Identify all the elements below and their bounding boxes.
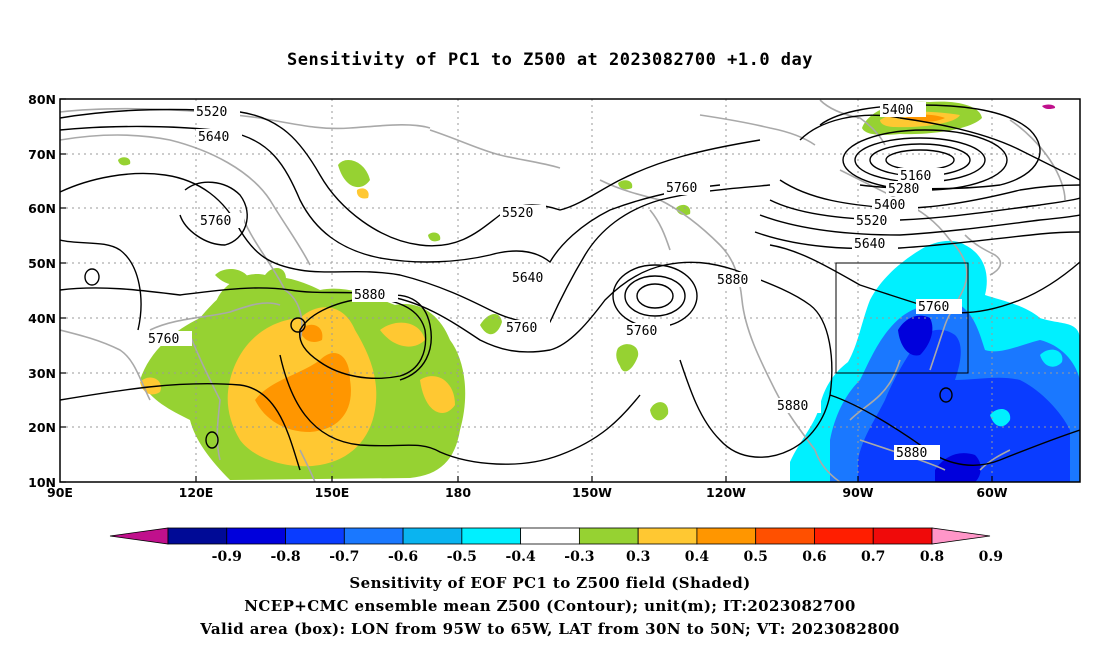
contour-label: 5760 xyxy=(148,332,179,347)
colorbar-swatch xyxy=(637,527,698,545)
y-tick-label: 20N xyxy=(28,420,56,435)
colorbar-swatch xyxy=(461,527,522,545)
colorbar-arrow-left xyxy=(109,527,169,545)
x-tick-label: 150E xyxy=(315,485,350,500)
x-tick-label: 120W xyxy=(706,485,746,500)
colorbar-label: 0.6 xyxy=(802,549,826,565)
colorbar-label: -0.5 xyxy=(447,549,477,565)
contour-label: 5520 xyxy=(502,206,533,221)
colorbar-swatch xyxy=(520,527,580,545)
map-title: Sensitivity of PC1 to Z500 at 2023082700… xyxy=(286,50,813,70)
contour-label: 5520 xyxy=(856,214,887,229)
colorbar-label: -0.9 xyxy=(212,549,242,565)
contour-label: 5400 xyxy=(882,103,913,118)
y-tick-label: 70N xyxy=(28,147,56,162)
contour-label: 5160 xyxy=(900,169,931,184)
x-tick-label: 90E xyxy=(47,485,73,500)
colorbar-label: 0.5 xyxy=(744,549,768,565)
colorbar-label: 0.7 xyxy=(861,549,885,565)
colorbar-swatch xyxy=(167,527,228,545)
contour-label: 5520 xyxy=(196,105,227,120)
colorbar-label: 0.3 xyxy=(626,549,650,565)
contour-label: 5880 xyxy=(717,273,748,288)
colorbar-label: -0.6 xyxy=(388,549,418,565)
contour-label: 5640 xyxy=(854,237,885,252)
y-tick-label: 60N xyxy=(28,201,56,216)
colorbar-swatch xyxy=(814,527,874,545)
x-tick-label: 60W xyxy=(976,485,1007,500)
colorbar-label: -0.4 xyxy=(506,549,536,565)
colorbar-swatch xyxy=(696,527,757,545)
y-tick-label: 80N xyxy=(28,92,56,107)
colorbar-arrow-right xyxy=(931,527,991,545)
y-tick-label: 40N xyxy=(28,311,56,326)
contour-label: 5640 xyxy=(512,271,543,286)
colorbar-label: 0.8 xyxy=(920,549,944,565)
y-axis-labels: 80N 70N 60N 50N 40N 30N 20N 10N xyxy=(28,92,56,490)
valid-area-box xyxy=(835,262,969,374)
x-tick-label: 90W xyxy=(842,485,873,500)
colorbar: -0.9 -0.8 -0.7 -0.6 -0.5 -0.4 -0.3 0.3 0.4 0.5 0.6… xyxy=(109,527,1003,565)
colorbar-swatch xyxy=(343,527,404,545)
contour-label: 5640 xyxy=(198,130,229,145)
y-tick-label: 30N xyxy=(28,366,56,381)
contour-label: 5760 xyxy=(666,181,697,196)
caption-line-3: Valid area (box): LON from 95W to 65W, L… xyxy=(200,620,900,638)
contour-label: 5880 xyxy=(777,399,808,414)
contour-label: 5880 xyxy=(354,288,385,303)
colorbar-swatch xyxy=(872,527,933,545)
colorbar-swatch xyxy=(285,527,345,545)
plot-frame xyxy=(59,98,1081,483)
negative-sensitivity-shading xyxy=(790,240,1080,482)
colorbar-label: 0.4 xyxy=(685,549,710,565)
colorbar-label: 0.9 xyxy=(979,549,1003,565)
contour-label: 5880 xyxy=(896,446,927,461)
colorbar-swatch xyxy=(578,527,639,545)
x-tick-label: 120E xyxy=(179,485,214,500)
colorbar-label: -0.3 xyxy=(564,549,594,565)
y-tick-label: 50N xyxy=(28,256,56,271)
x-axis-labels: 90E 120E 150E 180 150W 120W 90W 60W xyxy=(47,485,1008,500)
colorbar-label: -0.7 xyxy=(329,549,359,565)
contour-label: 5760 xyxy=(506,321,537,336)
colorbar-swatch xyxy=(226,527,286,545)
colorbar-label: -0.8 xyxy=(270,549,300,565)
colorbar-swatch xyxy=(755,527,815,545)
contour-label: 5760 xyxy=(626,324,657,339)
caption-line-2: NCEP+CMC ensemble mean Z500 (Contour); u… xyxy=(244,597,856,615)
colorbar-swatch xyxy=(402,527,463,545)
contour-label: 5280 xyxy=(888,182,919,197)
x-tick-label: 180 xyxy=(445,485,471,500)
y-tick-label: 10N xyxy=(28,475,56,490)
contour-label: 5760 xyxy=(918,300,949,315)
contour-labels: 5520 5640 5760 5400 5160 5280 5400 5520 … xyxy=(146,102,962,461)
contour-label: 5760 xyxy=(200,214,231,229)
grid-lines xyxy=(60,99,1080,482)
x-tick-label: 150W xyxy=(572,485,612,500)
caption-line-1: Sensitivity of EOF PC1 to Z500 field (Sh… xyxy=(349,574,751,592)
contour-label: 5400 xyxy=(874,198,905,213)
axis-ticks xyxy=(60,98,993,483)
